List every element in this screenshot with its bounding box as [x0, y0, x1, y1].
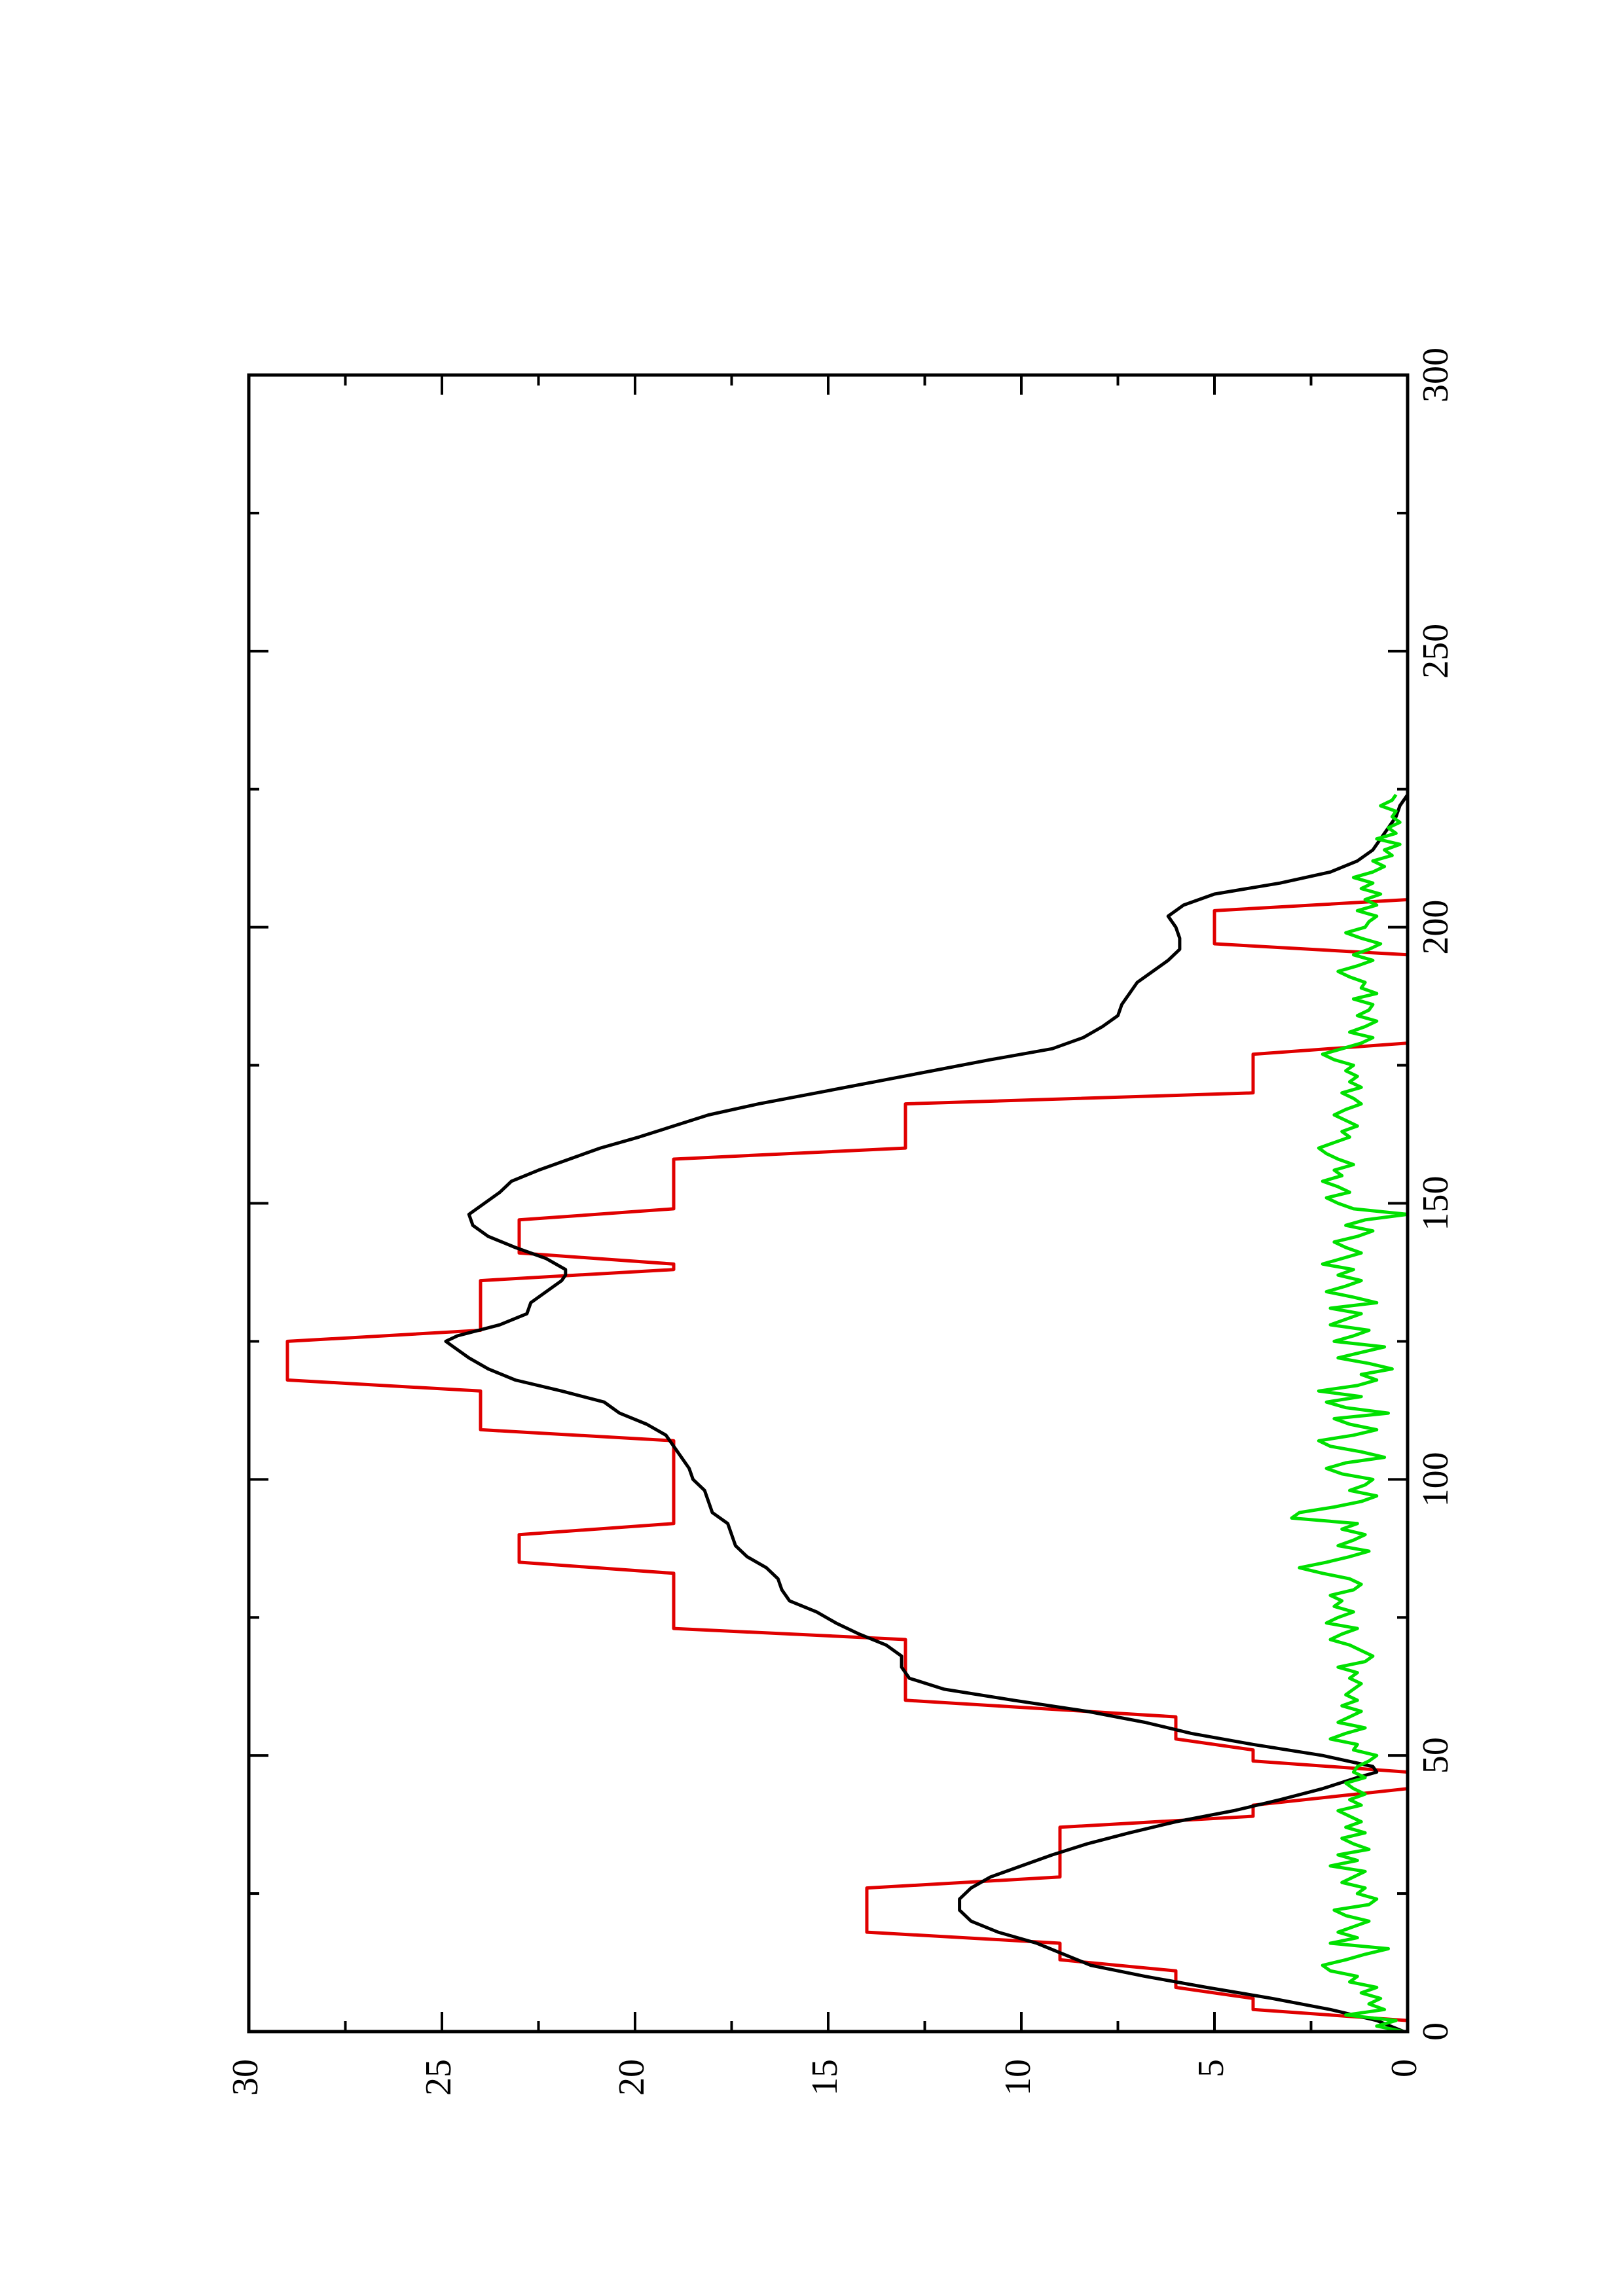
x-tick-label-50: 50: [1415, 1737, 1456, 1774]
x-tick-label-200: 200: [1415, 900, 1456, 955]
y-tick-label-10: 10: [998, 2059, 1038, 2096]
tick-layer: 0 50 100 150 200 250 300 0 5 10 15 20 25 30: [225, 348, 1456, 2096]
x-tick-label-100: 100: [1415, 1452, 1456, 1507]
x-tick-label-300: 300: [1415, 348, 1456, 403]
y-tick-label-15: 15: [805, 2059, 845, 2096]
series-layer: [285, 793, 1410, 2034]
y-tick-label-25: 25: [418, 2059, 459, 2096]
series-line-3: [1290, 793, 1410, 2034]
series-line-2: [444, 793, 1410, 2034]
y-tick-label-20: 20: [611, 2059, 652, 2096]
x-tick-label-0: 0: [1415, 2022, 1456, 2041]
y-tick-label-0: 0: [1384, 2059, 1425, 2077]
x-tick-label-250: 250: [1415, 624, 1456, 679]
y-tick-label-30: 30: [225, 2059, 266, 2096]
plot-frame: [247, 373, 1410, 2034]
x-tick-label-150: 150: [1415, 1176, 1456, 1231]
series-line-1: [285, 795, 1410, 2032]
y-tick-label-5: 5: [1191, 2059, 1231, 2077]
